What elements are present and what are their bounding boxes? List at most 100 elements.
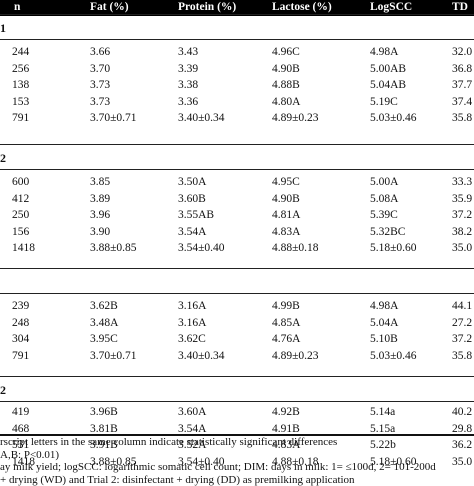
cell-logscc: 5.00A — [370, 176, 399, 188]
cell-lactose: 4.90B — [272, 192, 300, 205]
cell-protein: 3.60A — [178, 406, 207, 418]
cell-n: 791 — [12, 349, 30, 362]
cell-protein: 3.16A — [178, 316, 207, 329]
section-divider — [0, 14, 474, 15]
cell-logscc: 5.32BC — [370, 225, 406, 238]
cell-protein: 3.38 — [178, 79, 199, 91]
cell-fat: 3.70 — [90, 62, 111, 75]
table-bottom-rule — [0, 434, 474, 436]
cell-fat: 3.90 — [90, 225, 111, 238]
footnote-significance: rscript letters in the same column indic… — [0, 436, 338, 448]
cell-logscc: 5.04AB — [370, 79, 407, 91]
cell-lactose: 4.88±0.18 — [272, 242, 319, 254]
cell-td: 37.4 — [452, 95, 473, 108]
section-label: 2 — [0, 151, 6, 165]
cell-n: 1418 — [12, 242, 35, 254]
cell-lactose: 4.83A — [272, 439, 301, 451]
cell-fat: 3.88±0.85 — [90, 455, 137, 468]
header-n: n — [14, 1, 21, 13]
cell-td: 37.7 — [452, 79, 473, 91]
cell-lactose: 4.91B — [272, 422, 300, 435]
cell-lactose: 4.88±0.18 — [272, 455, 319, 468]
cell-logscc: 5.15a — [370, 422, 396, 435]
cell-td: 29.8 — [452, 422, 473, 435]
cell-protein: 3.40±0.34 — [178, 349, 225, 362]
header-logscc: LogSCC — [370, 1, 413, 13]
cell-lactose: 4.96C — [272, 46, 300, 58]
cell-logscc: 5.10B — [370, 333, 398, 345]
section-label: 1 — [0, 21, 6, 35]
cell-td: 44.1 — [452, 300, 473, 312]
cell-n: 304 — [12, 333, 30, 345]
cell-td: 38.2 — [452, 225, 473, 238]
cell-protein: 3.43 — [178, 46, 199, 58]
cell-logscc: 5.03±0.46 — [370, 112, 417, 124]
cell-protein: 3.54A — [178, 225, 207, 238]
cell-td: 37.2 — [452, 333, 473, 345]
cell-fat: 3.85 — [90, 176, 111, 188]
cell-td: 35.9 — [452, 192, 473, 205]
cell-logscc: 5.14a — [370, 406, 396, 418]
cell-n: 250 — [12, 209, 30, 221]
cell-protein: 3.62C — [178, 333, 206, 345]
cell-n: 531 — [12, 439, 30, 451]
cell-n: 156 — [12, 225, 30, 238]
section-subdivider — [0, 169, 474, 170]
cell-logscc: 4.98A — [370, 46, 399, 58]
cell-td: 35.8 — [452, 349, 473, 362]
cell-n: 153 — [12, 95, 30, 108]
cell-protein: 3.55AB — [178, 209, 215, 221]
cell-protein: 3.39 — [178, 62, 199, 75]
cell-fat: 3.62B — [90, 300, 118, 312]
cell-fat: 3.88±0.85 — [90, 242, 137, 254]
section-subdivider — [0, 39, 474, 40]
cell-td: 35.0 — [452, 242, 473, 254]
cell-fat: 3.96 — [90, 209, 111, 221]
cell-fat: 3.70±0.71 — [90, 112, 137, 124]
cell-td: 32.0 — [452, 46, 473, 58]
cell-fat: 3.89 — [90, 192, 111, 205]
cell-lactose: 4.92B — [272, 406, 300, 418]
cell-fat: 3.73 — [90, 95, 111, 108]
cell-lactose: 4.89±0.23 — [272, 349, 319, 362]
cell-fat: 3.91B — [90, 439, 118, 451]
cell-lactose: 4.83A — [272, 225, 301, 238]
cell-protein: 3.16A — [178, 300, 207, 312]
cell-logscc: 5.19C — [370, 95, 398, 108]
cell-protein: 3.40±0.34 — [178, 112, 225, 124]
section-subdivider — [0, 293, 474, 294]
cell-lactose: 4.90B — [272, 62, 300, 75]
cell-logscc: 5.22b — [370, 439, 396, 451]
cell-protein: 3.60B — [178, 192, 206, 205]
cell-td: 35.0 — [452, 455, 473, 468]
cell-td: 33.3 — [452, 176, 473, 188]
header-lactose: Lactose (%) — [272, 1, 332, 13]
cell-n: 468 — [12, 422, 30, 435]
cell-n: 239 — [12, 300, 30, 312]
cell-logscc: 5.03±0.46 — [370, 349, 417, 362]
cell-protein: 3.54±0.40 — [178, 455, 225, 468]
section-divider — [0, 376, 474, 377]
cell-logscc: 5.18±0.60 — [370, 455, 417, 468]
header-td: TD — [452, 1, 468, 13]
cell-td: 35.8 — [452, 112, 473, 124]
cell-lactose: 4.99B — [272, 300, 300, 312]
cell-td: 36.2 — [452, 439, 473, 451]
cell-lactose: 4.88B — [272, 79, 300, 91]
section-divider — [0, 144, 474, 145]
cell-protein: 3.36 — [178, 95, 199, 108]
cell-td: 27.2 — [452, 316, 473, 329]
cell-n: 138 — [12, 79, 30, 91]
cell-td: 36.8 — [452, 62, 473, 75]
cell-protein: 3.50A — [178, 176, 207, 188]
footnote-abbreviations: ay milk yield; logSCC: logarithmic somat… — [0, 461, 436, 473]
table-header: n Fat (%) Protein (%) Lactose (%) LogSCC… — [0, 0, 474, 16]
cell-n: 244 — [12, 46, 30, 58]
cell-fat: 3.81B — [90, 422, 118, 435]
cell-n: 419 — [12, 406, 30, 418]
cell-fat: 3.95C — [90, 333, 118, 345]
section-label: 2 — [0, 383, 6, 397]
cell-logscc: 4.98A — [370, 300, 399, 312]
cell-logscc: 5.39C — [370, 209, 398, 221]
footnote-pvalue: A,B: P<0.01) — [0, 449, 60, 461]
